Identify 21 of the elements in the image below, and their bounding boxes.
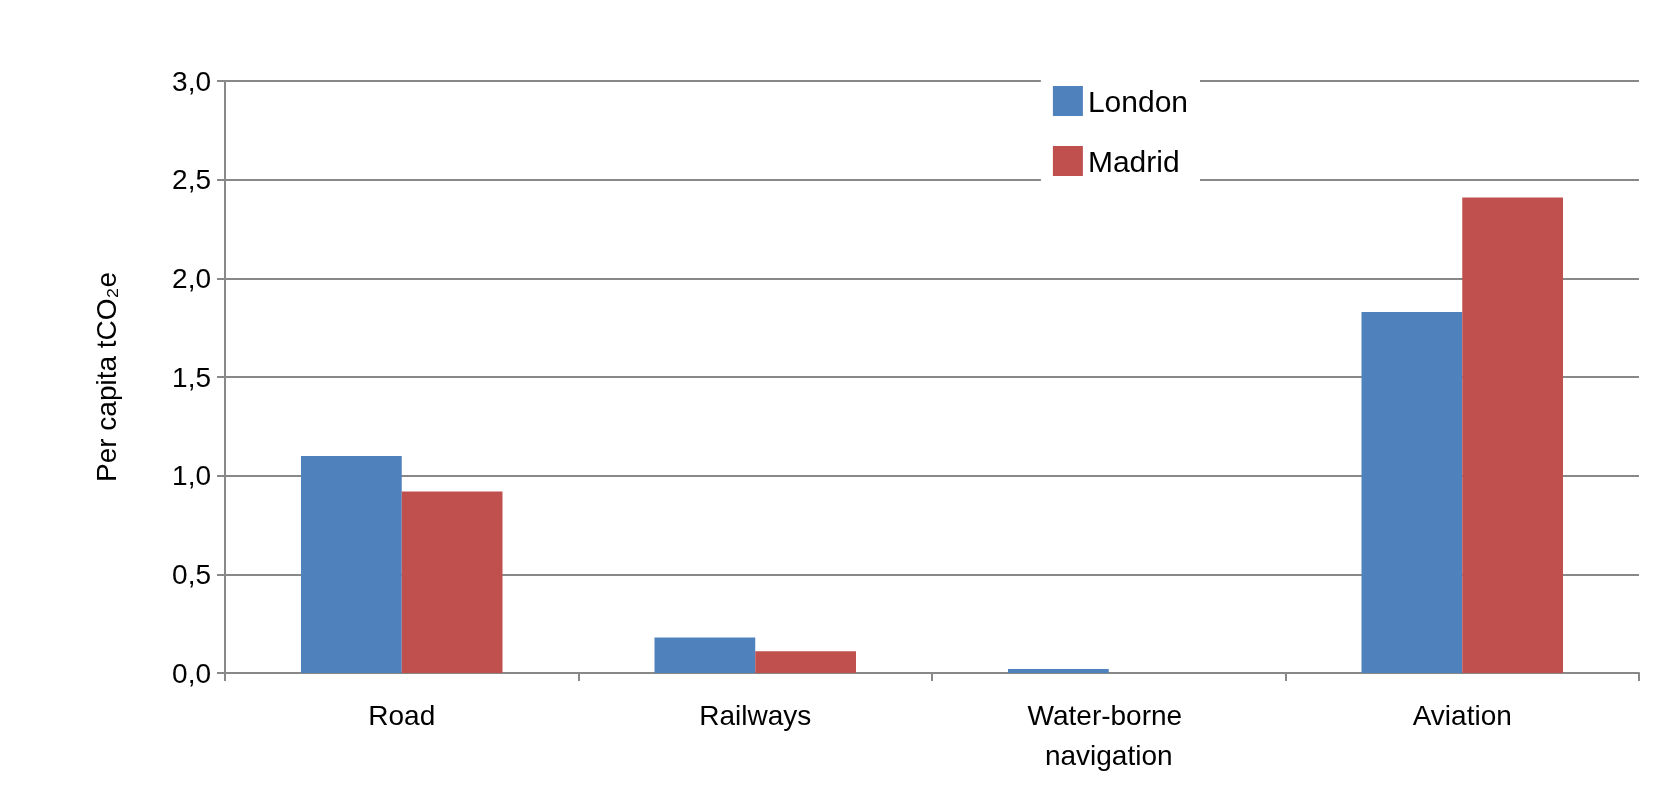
bar (755, 651, 856, 673)
y-tick-label: 2,0 (172, 262, 211, 294)
x-tick-label: Road (368, 699, 436, 731)
bar (301, 455, 402, 673)
y-tick-label: 1,0 (172, 460, 211, 492)
legend-label: London (1087, 84, 1188, 118)
bar (1462, 197, 1563, 673)
y-tick-label: 1,5 (172, 361, 211, 393)
y-axis-title: Per capita tCO₂e (90, 271, 122, 483)
x-tick-label: Railways (699, 699, 812, 731)
x-tick-label: Water-borne navigation (1027, 699, 1190, 771)
bar (1361, 311, 1463, 673)
bar (401, 491, 503, 673)
legend-label: Madrid (1087, 144, 1180, 178)
y-tick-label: 0,5 (172, 558, 211, 590)
bar (1008, 669, 1109, 673)
y-tick-label: 3,0 (172, 65, 211, 97)
x-tick-label: Aviation (1412, 699, 1512, 731)
bar (654, 637, 756, 673)
y-tick-label: 2,5 (172, 164, 211, 196)
y-tick-label: 0,0 (172, 657, 211, 689)
